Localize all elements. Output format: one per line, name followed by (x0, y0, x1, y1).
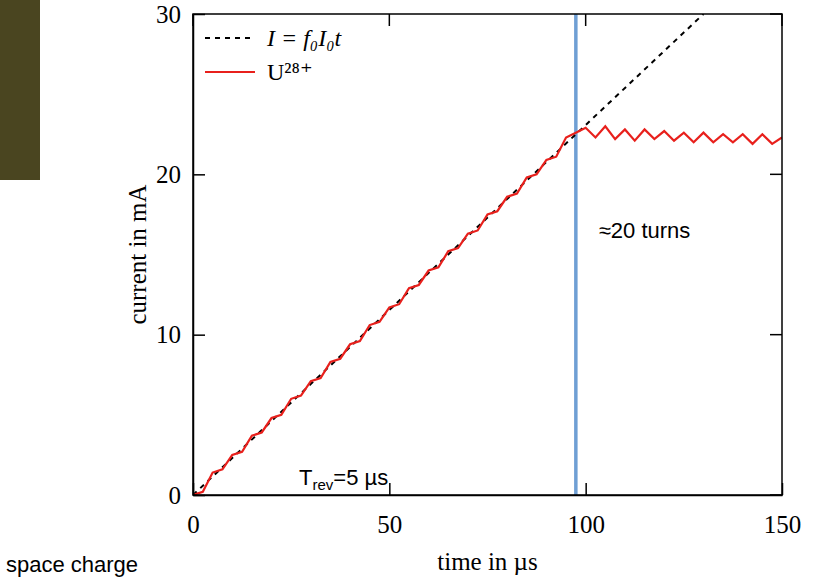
legend-swatch (205, 37, 255, 39)
x-tick-label: 100 (567, 511, 605, 538)
x-tick-mark-top (389, 14, 391, 26)
annotation-text: T (299, 465, 312, 490)
x-tick: 150 (764, 483, 802, 538)
legend-swatch (205, 71, 255, 73)
x-tick-label: 150 (764, 511, 802, 538)
y-tick-mark (193, 495, 205, 497)
x-tick-mark (389, 483, 391, 495)
annotation-text: =5 µs (333, 465, 388, 490)
y-tick: 20 (156, 161, 205, 188)
x-tick: 100 (567, 483, 605, 538)
y-tick-mark-right (770, 334, 782, 336)
y-tick: 30 (156, 1, 205, 28)
plot-frame (193, 14, 782, 495)
x-axis: 0 50 100 150 (187, 483, 801, 538)
x-axis-line (194, 495, 783, 497)
x-tick-label: 50 (377, 511, 402, 538)
x-tick: 50 (377, 483, 402, 538)
y-tick-mark-right (770, 13, 782, 15)
y-tick-mark-right (770, 494, 782, 496)
legend-label: U²⁸⁺ (267, 59, 313, 85)
x-axis-title: time in µs (437, 548, 538, 575)
series-line (193, 126, 782, 495)
y-tick-label: 10 (156, 321, 181, 348)
x-tick-mark-top (192, 14, 194, 26)
plot-area (193, 14, 782, 495)
y-tick-mark-right (770, 174, 782, 176)
cropped-photo (0, 0, 40, 180)
annotation: Trev=5 µs (299, 465, 388, 493)
y-axis-line (193, 15, 195, 496)
y-tick: 10 (156, 321, 205, 348)
y-tick-label: 20 (156, 161, 181, 188)
x-tick-mark-top (781, 14, 783, 26)
chart: 0 50 100 150 0 10 20 30 time in µs current in mA I… (0, 0, 813, 580)
marker-line (574, 14, 578, 495)
y-tick-mark (193, 174, 205, 176)
y-tick-label: 0 (169, 482, 182, 509)
annotation-subscript: rev (312, 476, 333, 493)
y-tick: 0 (169, 482, 206, 509)
x-tick-mark (782, 483, 784, 495)
x-tick-label: 0 (187, 511, 200, 538)
side-note: space charge (6, 552, 138, 577)
y-axis-title: current in mA (124, 184, 151, 324)
x-tick-mark-top (585, 14, 587, 26)
y-tick-mark (193, 14, 205, 16)
legend-label: I = f₀I₀t (266, 25, 343, 51)
y-axis: 0 10 20 30 (156, 1, 205, 509)
y-tick-label: 30 (156, 1, 181, 28)
legend: I = f₀I₀t U²⁸⁺ (205, 25, 343, 85)
annotation: ≈20 turns (599, 218, 691, 243)
x-tick-mark (585, 483, 587, 495)
y-tick-mark (193, 334, 205, 336)
